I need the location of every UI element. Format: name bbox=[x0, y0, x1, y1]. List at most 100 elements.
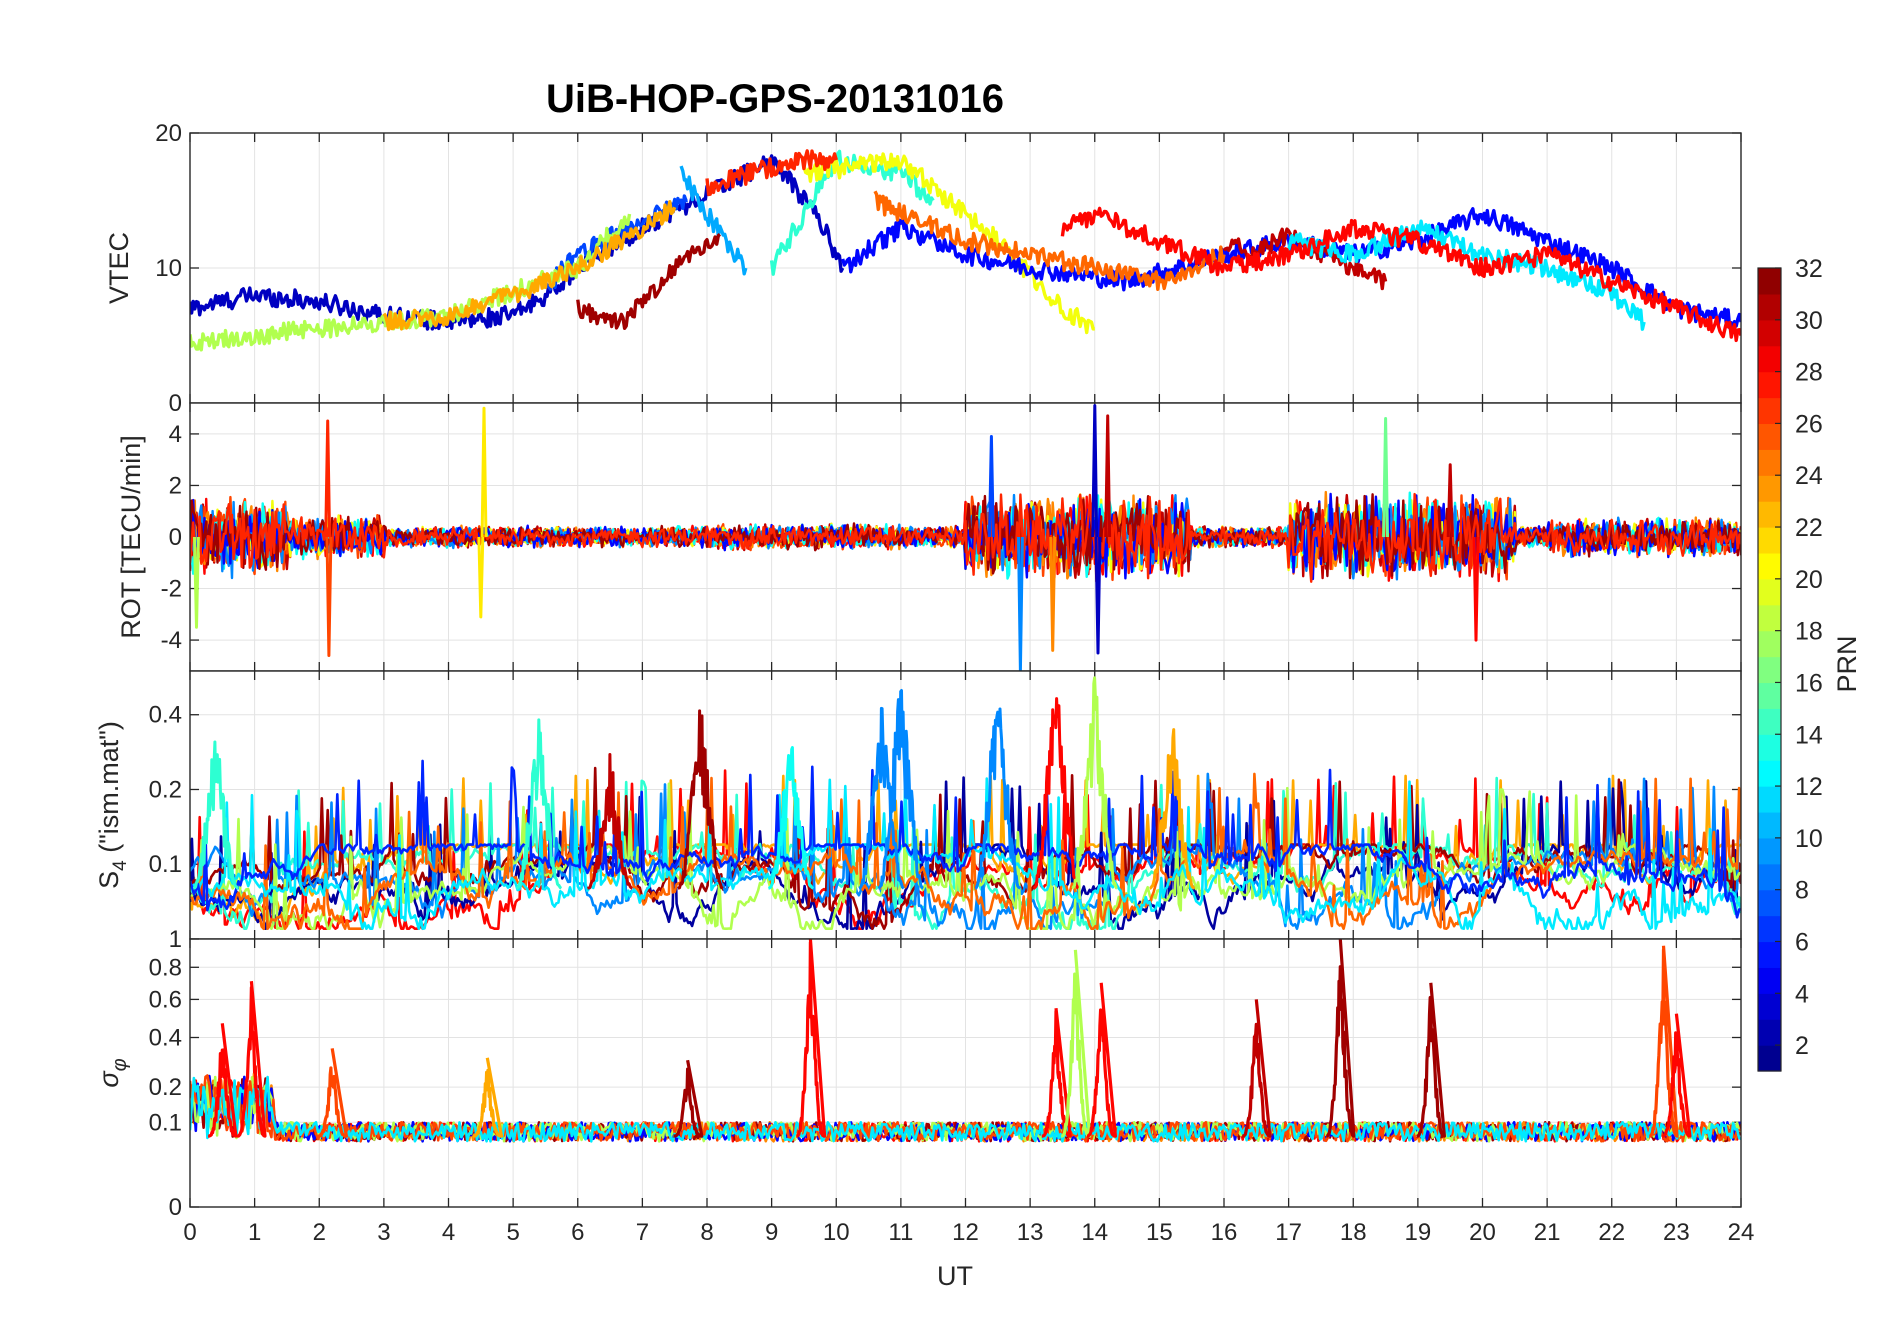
sigma-peak bbox=[1086, 982, 1117, 1138]
colorbar-tick-label: 24 bbox=[1795, 462, 1823, 490]
rot-spike bbox=[1446, 463, 1454, 538]
y-tick-label: -4 bbox=[161, 627, 182, 654]
x-tick-label: 1 bbox=[248, 1219, 261, 1246]
y-tick-label: -2 bbox=[161, 576, 182, 603]
y-tick-label: 0.6 bbox=[149, 986, 182, 1013]
panel-s4: 0.1 0.2 0.4 bbox=[149, 670, 1742, 940]
rot-spike bbox=[324, 419, 332, 538]
vtec-series-prn-18 bbox=[190, 213, 632, 352]
sigma-peak bbox=[1415, 982, 1446, 1138]
x-tick-label: 24 bbox=[1728, 1219, 1755, 1246]
vtec-y-label: VTEC bbox=[104, 232, 134, 304]
x-tick-label: 11 bbox=[888, 1219, 913, 1246]
x-tick-label: 4 bbox=[442, 1219, 455, 1246]
sigma-peak bbox=[207, 1023, 238, 1138]
sigma-peak bbox=[1241, 999, 1272, 1138]
x-tick-label: 6 bbox=[571, 1219, 584, 1246]
s4-y-label: S4 ("ism.mat") bbox=[94, 721, 131, 889]
rot-spike bbox=[1091, 404, 1099, 538]
sigma-peak bbox=[236, 981, 267, 1138]
rot-y-label: ROT [TECU/min] bbox=[116, 435, 146, 639]
colorbar-segment bbox=[1758, 811, 1781, 839]
panel-data bbox=[190, 149, 1741, 352]
y-tick-label: 0 bbox=[169, 1194, 182, 1221]
panels: 1020-4-202400.10.20.400.10.20.40.60.81VT… bbox=[94, 120, 1754, 1246]
x-tick-label: 9 bbox=[765, 1219, 778, 1246]
sigma-baseline-prn-12 bbox=[190, 1075, 1741, 1143]
x-tick-label: 18 bbox=[1340, 1219, 1367, 1246]
panel-data bbox=[190, 676, 1741, 930]
rot-spike bbox=[1472, 536, 1480, 642]
colorbar-tick-label: 4 bbox=[1795, 980, 1809, 1008]
rot-spike bbox=[193, 536, 200, 629]
sigma-label-sub: φ bbox=[109, 1058, 131, 1071]
colorbar-segment bbox=[1758, 552, 1781, 580]
rot-spike bbox=[1382, 417, 1389, 538]
colorbar-tick-label: 16 bbox=[1795, 669, 1823, 697]
x-tick-label: 23 bbox=[1663, 1219, 1690, 1246]
y-tick-label: 0.2 bbox=[149, 776, 182, 803]
colorbar-tick-label: 28 bbox=[1795, 359, 1823, 387]
colorbar-segment bbox=[1758, 786, 1781, 813]
colorbar-segment bbox=[1758, 527, 1781, 554]
colorbar-tick-label: 2 bbox=[1795, 1032, 1809, 1060]
sigma-peak bbox=[795, 939, 827, 1138]
y-tick-label: 1 bbox=[169, 926, 182, 953]
s4-peak bbox=[877, 689, 924, 890]
s4-peak bbox=[677, 709, 724, 890]
y-tick-label: 0.1 bbox=[149, 851, 182, 878]
vtec-series-prn-27 bbox=[705, 149, 838, 197]
x-tick-label: 7 bbox=[636, 1219, 649, 1246]
sigma-y-label: σφ bbox=[94, 1058, 131, 1087]
rot-spike bbox=[477, 536, 485, 619]
panel-frame bbox=[189, 938, 1742, 1208]
sigma-peak bbox=[1648, 945, 1679, 1138]
y-tick-label: 4 bbox=[169, 421, 182, 448]
vtec-series-prn-20 bbox=[802, 152, 1095, 335]
x-tick-label: 10 bbox=[823, 1219, 850, 1246]
colorbar-segment bbox=[1758, 708, 1781, 735]
colorbar-tick-label: 8 bbox=[1795, 877, 1809, 905]
x-tick-label: 3 bbox=[377, 1219, 390, 1246]
rot-spike bbox=[325, 536, 333, 657]
colorbar-segment bbox=[1758, 319, 1781, 347]
chart-title: UiB-HOP-GPS-20131016 bbox=[546, 77, 1004, 121]
s4-peak bbox=[1071, 676, 1118, 890]
sigma-peak bbox=[472, 1057, 504, 1138]
x-tick-label: 2 bbox=[313, 1219, 326, 1246]
x-tick-label: 22 bbox=[1598, 1219, 1625, 1246]
x-tick-label: 16 bbox=[1211, 1219, 1238, 1246]
colorbar-segment bbox=[1758, 345, 1781, 373]
s4-baseline-prn-6 bbox=[190, 759, 1741, 919]
colorbar-frame bbox=[1757, 267, 1782, 1072]
panel-vtec: 10 20 bbox=[155, 120, 1742, 404]
s4-peak bbox=[192, 740, 239, 890]
colorbar-segment bbox=[1758, 423, 1781, 450]
s4-label-sub: 4 bbox=[110, 860, 131, 871]
colorbar-segment bbox=[1758, 578, 1781, 606]
colorbar-segment bbox=[1758, 889, 1781, 917]
colorbar-segment bbox=[1758, 604, 1781, 632]
colorbar-tick-label: 12 bbox=[1795, 773, 1823, 801]
colorbar-tick-label: 6 bbox=[1795, 928, 1809, 956]
panel-rot: -4 -2 0 2 4 0 bbox=[161, 390, 1742, 672]
y-tick-label: 0.4 bbox=[149, 702, 182, 729]
colorbar-segment bbox=[1758, 293, 1781, 321]
colorbar-tick-label: 18 bbox=[1795, 618, 1823, 646]
colorbar-segment bbox=[1758, 760, 1781, 787]
colorbar-tick-label: 22 bbox=[1795, 514, 1823, 542]
x-tick-label: 12 bbox=[952, 1219, 979, 1246]
rot-spike bbox=[1017, 536, 1024, 671]
colorbar-tick-label: 26 bbox=[1795, 410, 1823, 438]
sigma-peak bbox=[1060, 949, 1092, 1138]
colorbar-segment bbox=[1758, 371, 1781, 399]
colorbar-tick-label: 20 bbox=[1795, 566, 1823, 594]
colorbar-segment bbox=[1758, 863, 1781, 891]
y-tick-label: 0.8 bbox=[149, 954, 182, 981]
y-tick-label: 0.2 bbox=[149, 1074, 182, 1101]
rot-spike bbox=[1049, 536, 1057, 652]
y-tick-label: 10 bbox=[155, 255, 182, 282]
colorbar-segment bbox=[1758, 475, 1781, 502]
